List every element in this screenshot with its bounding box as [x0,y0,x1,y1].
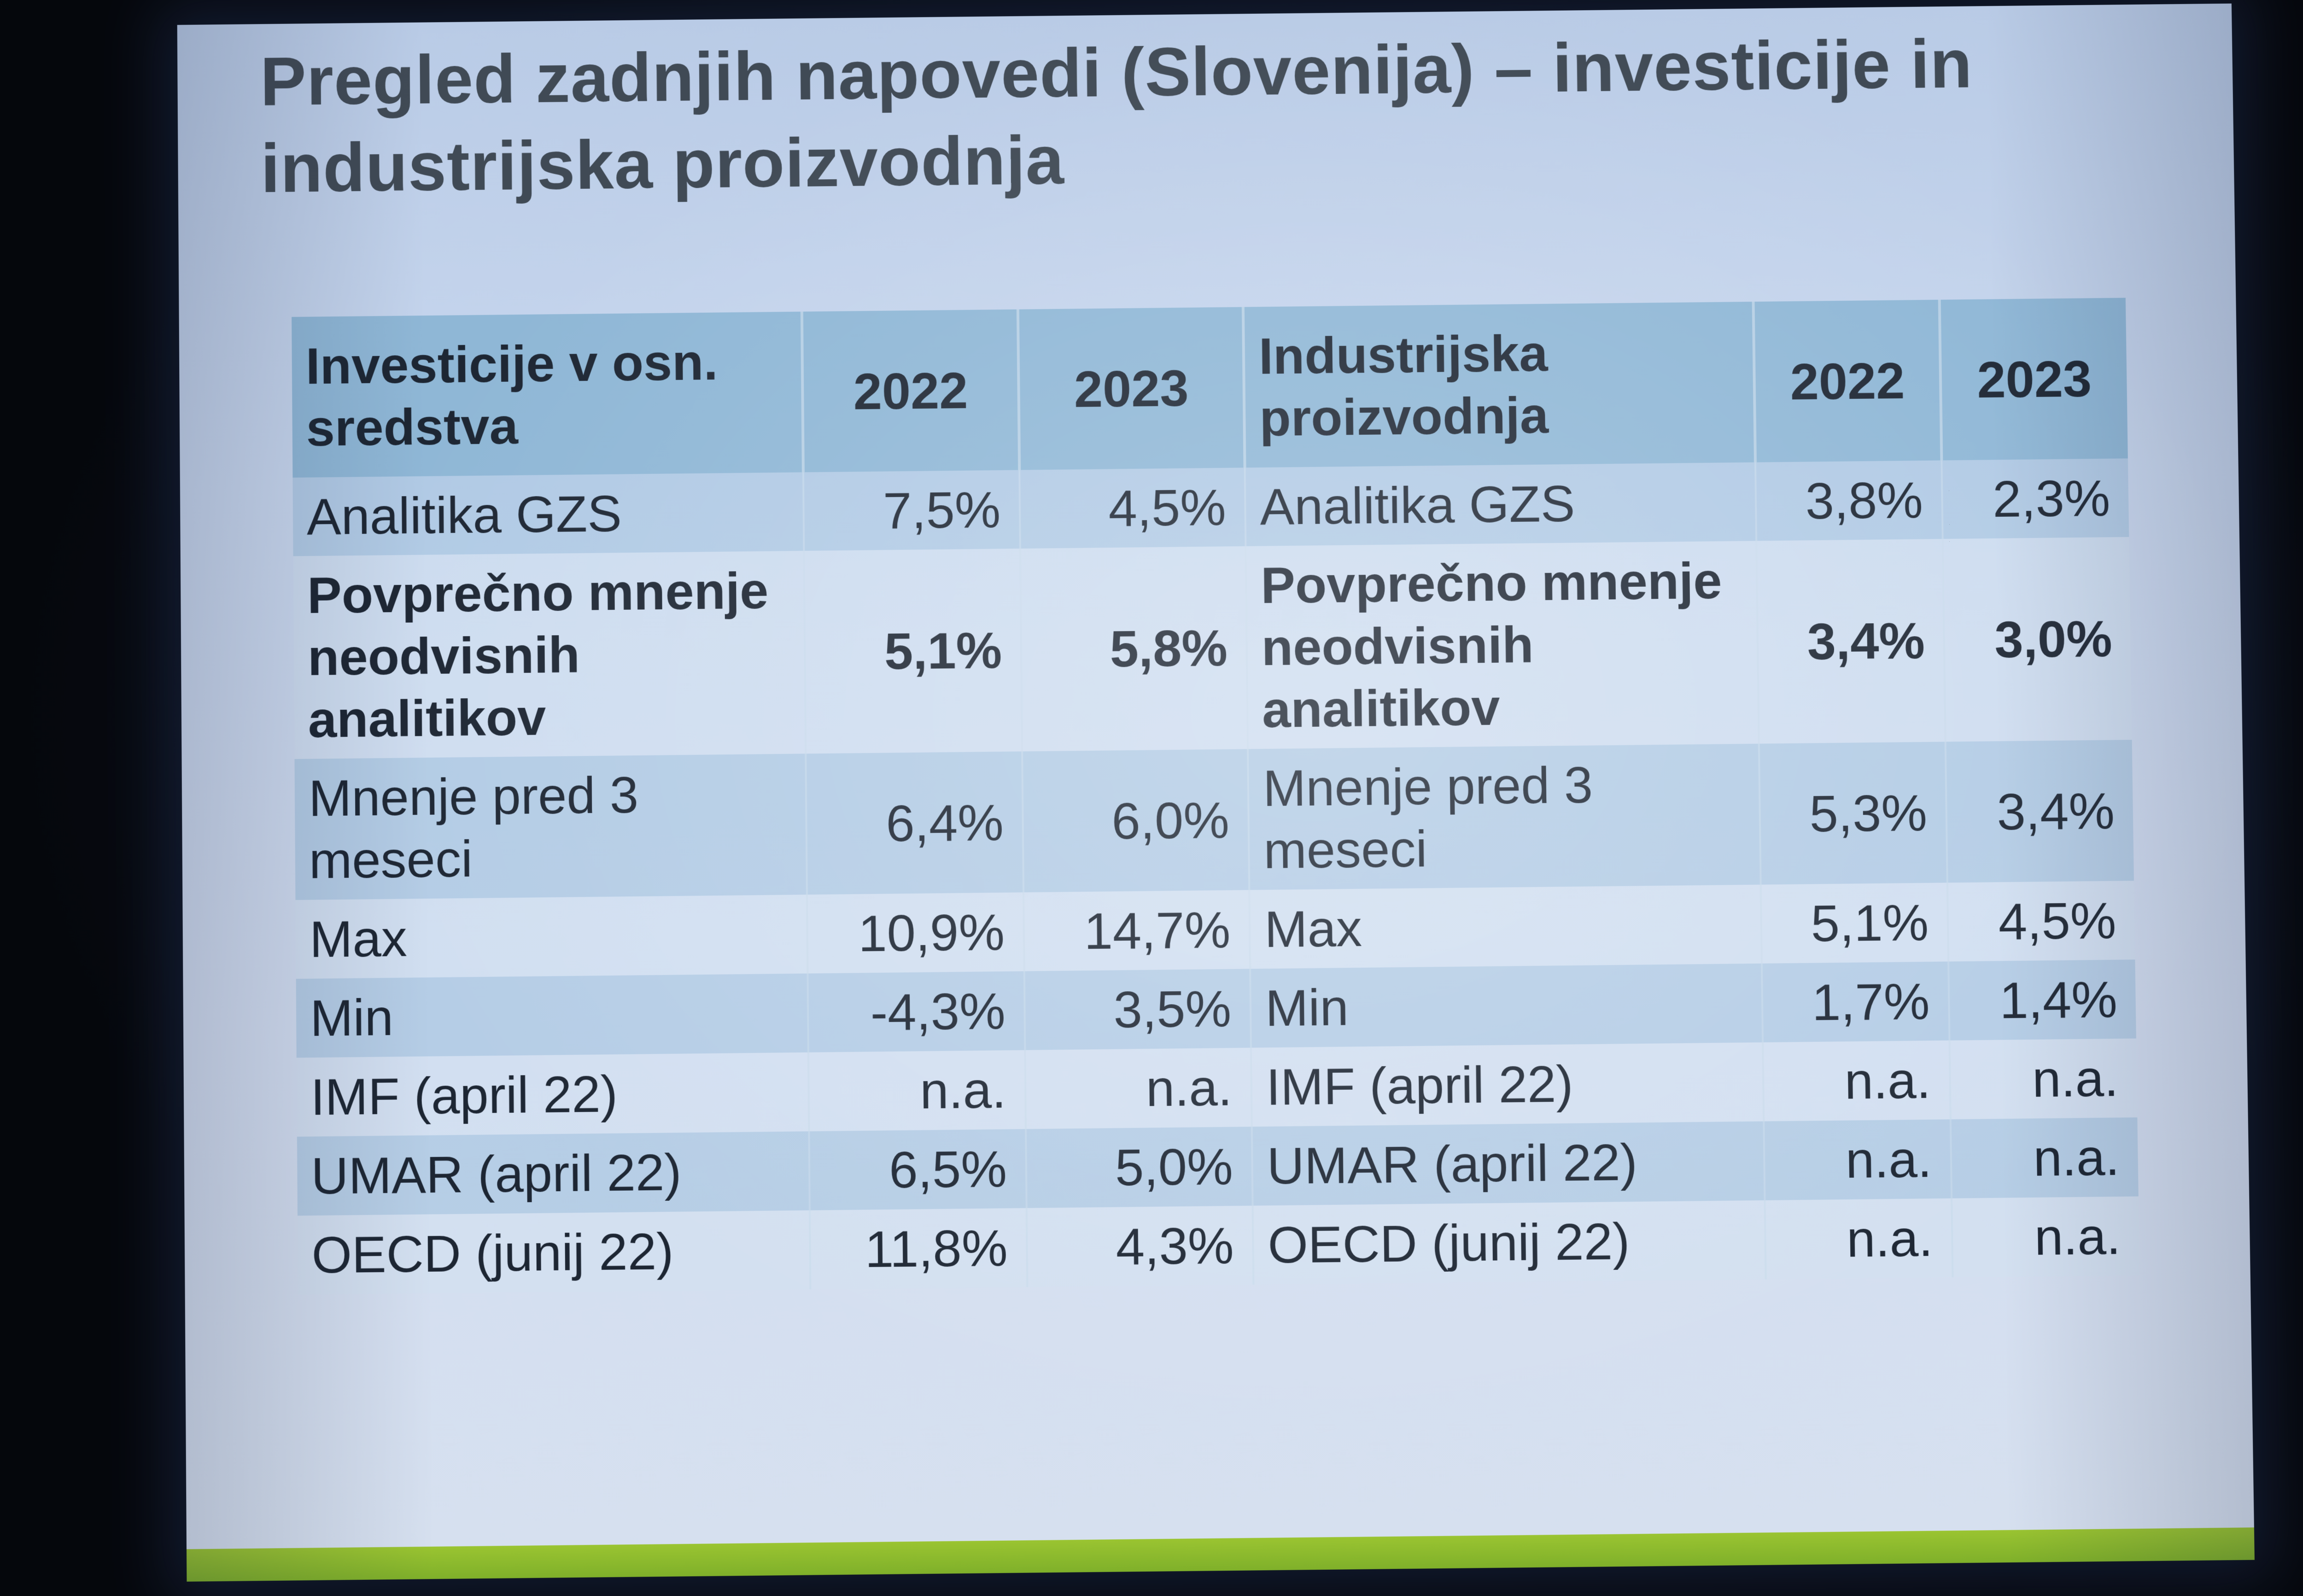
header-industry-2023: 2023 [1940,298,2128,461]
slide-accent-bar [187,1527,2255,1582]
row-label-right: Min [1250,964,1763,1048]
cell-value: 3,4% [1946,740,2134,883]
cell-value: n.a. [1952,1196,2139,1277]
cell-value: 4,5% [1019,468,1245,549]
row-label-left: UMAR (april 22) [297,1131,810,1216]
cell-value: n.a. [1025,1048,1251,1129]
row-label-right: Analitika GZS [1245,462,1757,546]
cell-value: n.a. [1951,1117,2139,1198]
row-label-left: Povprečno mnenje neodvisnih analitikov [293,551,806,759]
cell-value: 3,4% [1756,539,1946,744]
row-label-left: OECD (junij 22) [298,1210,810,1295]
cell-value: 6,5% [809,1129,1026,1210]
cell-value: -4,3% [807,971,1025,1052]
cell-value: 5,1% [804,549,1022,754]
slide-title: Pregled zadnjih napovedi (Slovenija) – i… [260,18,2191,211]
row-label-right: IMF (april 22) [1251,1042,1764,1127]
cell-value: 5,0% [1026,1127,1252,1208]
cell-value: 3,0% [1943,537,2132,742]
table-row: Mnenje pred 3 meseci 6,4% 6,0% Mnenje pr… [294,740,2133,900]
row-label-right: Mnenje pred 3 meseci [1248,744,1761,890]
row-label-left: Mnenje pred 3 meseci [294,754,807,900]
header-investment: Investicije v osn. sredstva [292,312,803,478]
projected-slide: Pregled zadnjih napovedi (Slovenija) – i… [177,4,2255,1582]
cell-value: 5,3% [1759,742,1947,884]
forecast-table-wrapper: Investicije v osn. sredstva 2022 2023 In… [292,298,2139,1295]
header-investment-2023: 2023 [1018,307,1245,470]
cell-value: 2,3% [1941,458,2129,539]
cell-value: n.a. [808,1050,1026,1131]
cell-value: n.a. [1763,1041,1951,1122]
cell-value: 5,8% [1020,546,1248,752]
cell-value: 3,8% [1755,460,1943,541]
cell-value: 6,4% [806,751,1023,894]
row-label-right: OECD (junij 22) [1253,1200,1766,1285]
table-row: Povprečno mnenje neodvisnih analitikov 5… [293,537,2132,759]
cell-value: 5,1% [1761,883,1948,963]
cell-value: 1,7% [1762,962,1950,1043]
cell-value: 10,9% [807,892,1024,973]
row-label-left: IMF (april 22) [297,1052,809,1137]
cell-value: n.a. [1765,1198,1952,1280]
cell-value: 14,7% [1023,890,1250,971]
cell-value: 4,3% [1027,1206,1254,1287]
row-label-right: Povprečno mnenje neodvisnih analitikov [1245,541,1759,749]
row-label-left: Max [295,894,807,979]
cell-value: 3,5% [1024,969,1251,1050]
cell-value: 4,5% [1947,881,2135,961]
table-header-row: Investicije v osn. sredstva 2022 2023 In… [292,298,2128,478]
row-label-right: Max [1249,885,1762,969]
forecast-table: Investicije v osn. sredstva 2022 2023 In… [292,298,2139,1295]
cell-value: 11,8% [810,1208,1027,1290]
cell-value: n.a. [1764,1119,1952,1200]
row-label-right: UMAR (april 22) [1252,1121,1765,1205]
header-investment-2022: 2022 [802,310,1019,473]
cell-value: 1,4% [1948,959,2136,1041]
row-label-left: Min [296,973,808,1058]
cell-value: 7,5% [803,470,1020,550]
row-label-left: Analitika GZS [292,472,804,556]
cell-value: n.a. [1949,1039,2137,1120]
header-industrial-production: Industrijska proizvodnja [1243,302,1755,468]
header-industry-2022: 2022 [1754,300,1942,462]
cell-value: 6,0% [1022,749,1249,892]
